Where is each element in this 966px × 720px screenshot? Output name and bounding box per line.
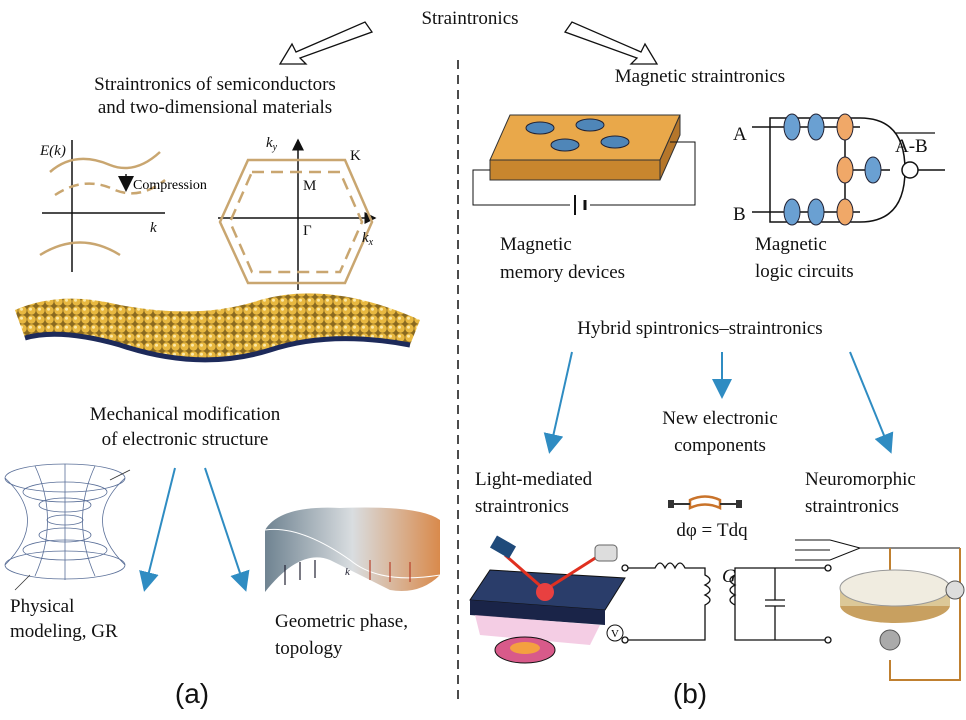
- heading: Magnetic straintronics: [615, 66, 785, 87]
- caption: modeling, GR: [10, 621, 118, 642]
- point-label: M: [303, 178, 316, 194]
- point-label: K: [350, 148, 361, 164]
- axis-label: E(k): [39, 143, 66, 159]
- neuromorphic-device: [795, 539, 965, 681]
- caption: straintronics: [805, 496, 899, 517]
- caption: topology: [275, 638, 343, 659]
- memristor-icon: [668, 495, 742, 510]
- caption: New electronic: [662, 408, 778, 429]
- caption: logic circuits: [755, 261, 854, 282]
- caption: Magnetic: [755, 234, 827, 255]
- caption: components: [674, 435, 766, 456]
- caption: Magnetic: [500, 234, 572, 255]
- memory-device: [472, 114, 696, 215]
- annotation: Compression: [133, 178, 207, 193]
- caption: Light-mediated: [475, 469, 593, 490]
- input-label: B: [733, 204, 746, 225]
- panel-label: (a): [175, 678, 209, 709]
- equation: dφ = Tdq: [676, 520, 748, 541]
- 2d-sheet: [15, 293, 420, 363]
- brillouin-zone: ky kx K M Γ: [218, 135, 377, 290]
- caption: Mechanical modification: [90, 404, 281, 425]
- arrow: [139, 467, 176, 592]
- arrow: [849, 351, 894, 454]
- heading: and two-dimensional materials: [98, 97, 332, 118]
- axis-label: kx: [362, 230, 374, 248]
- heading: Straintronics of semiconductors: [94, 74, 336, 95]
- caption: of electronic structure: [102, 429, 269, 450]
- axis-label: k: [150, 220, 157, 236]
- hollow-arrow: [563, 21, 659, 65]
- band-plot: E(k) k Compression: [39, 140, 207, 272]
- arrow: [204, 467, 250, 592]
- caption: Neuromorphic: [805, 469, 916, 490]
- panel-label: (b): [673, 678, 707, 709]
- hollow-arrow: [278, 21, 374, 65]
- circuit: [621, 562, 832, 644]
- caption: Physical: [10, 596, 74, 617]
- mobius-label: k: [345, 566, 351, 578]
- mobius-band: k: [264, 507, 441, 592]
- wormhole: [4, 463, 131, 591]
- caption: straintronics: [475, 496, 569, 517]
- caption: Geometric phase,: [275, 611, 408, 632]
- title: Straintronics: [421, 8, 518, 29]
- arrow: [543, 351, 573, 454]
- circuit-label: G: [722, 566, 736, 587]
- light-device: V: [469, 535, 626, 664]
- point-label: Γ: [303, 223, 312, 239]
- heading: Hybrid spintronics–straintronics: [577, 318, 822, 339]
- axis-label: ky: [266, 135, 278, 153]
- logic-circuit: A B A-B: [733, 113, 945, 226]
- voltmeter-label: V: [611, 628, 619, 640]
- output-label: A-B: [895, 136, 928, 157]
- input-label: A: [733, 124, 747, 145]
- caption: memory devices: [500, 262, 625, 283]
